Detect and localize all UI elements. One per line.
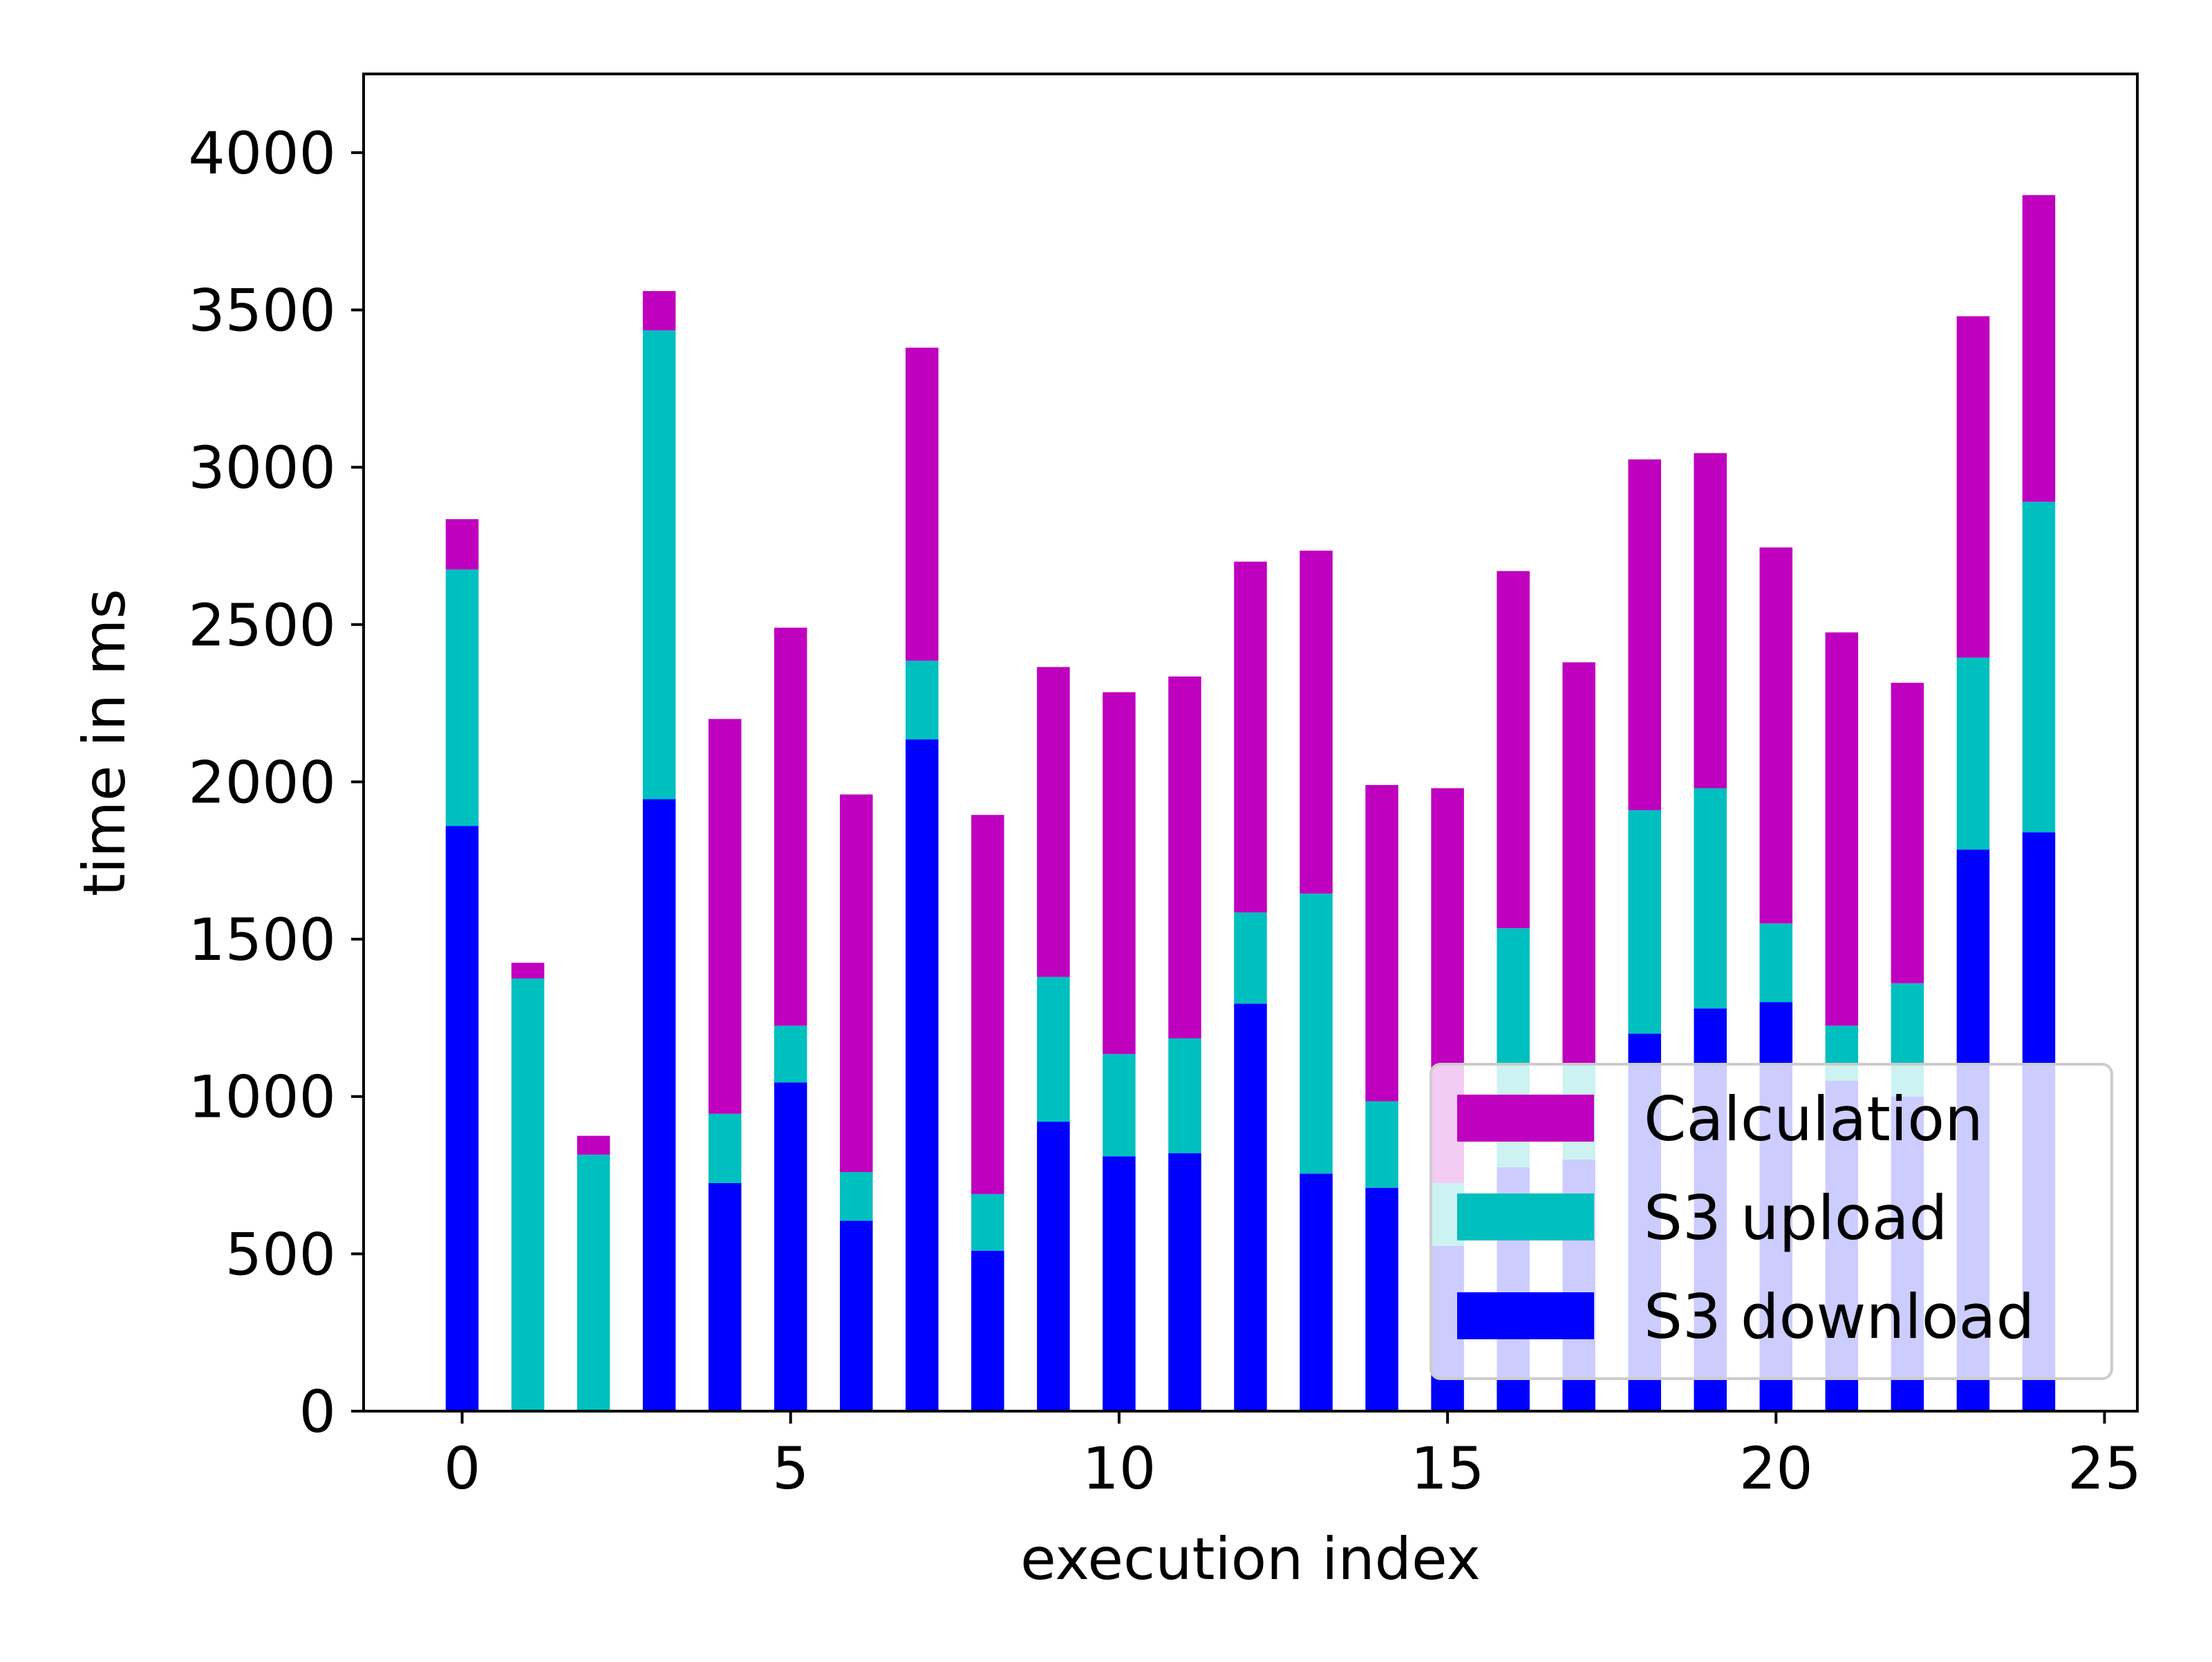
ticks-layer: 0 5 10 15 20 25 0 500 1000 1500 2000 2500 3000 3500 40…	[188, 120, 2141, 1502]
bar-calculation-16	[1497, 571, 1530, 929]
bar-s3-download-3	[642, 799, 676, 1411]
bar-s3-download-9	[1037, 1122, 1070, 1411]
bar-calculation-4	[708, 719, 742, 1114]
y-tick-label: 3500	[188, 276, 336, 344]
bar-s3-upload-13	[1300, 894, 1333, 1174]
bar-calculation-17	[1562, 662, 1595, 1066]
bar-s3-upload-2	[577, 1154, 610, 1411]
bar-calculation-9	[1037, 667, 1070, 977]
bar-calculation-11	[1168, 676, 1201, 1039]
bar-calculation-21	[1825, 632, 1859, 1026]
bar-s3-upload-20	[1759, 923, 1793, 1003]
x-axis-label: execution index	[1020, 1525, 1481, 1593]
bar-calculation-24	[2022, 195, 2056, 502]
plot-frame	[362, 73, 2139, 1413]
bar-s3-download-11	[1168, 1153, 1201, 1411]
bar-calculation-0	[445, 519, 479, 570]
bar-s3-download-5	[774, 1082, 807, 1411]
bar-s3-upload-1	[511, 978, 545, 1411]
bar-calculation-2	[577, 1135, 610, 1155]
legend-frame	[1430, 1063, 2113, 1380]
legend-label-calculation: Calculation	[1644, 1084, 1983, 1155]
x-tick-label: 25	[2068, 1435, 2141, 1502]
bar-s3-download-6	[840, 1220, 873, 1411]
bar-s3-upload-4	[708, 1113, 742, 1183]
legend-swatch-calculation	[1457, 1095, 1594, 1142]
legend-label-s3-upload: S3 upload	[1644, 1182, 1948, 1254]
y-axis-label: time in ms	[71, 589, 138, 896]
bar-s3-upload-23	[1956, 657, 1990, 850]
bar-s3-upload-3	[642, 330, 676, 800]
x-tick-label: 20	[1739, 1435, 1813, 1502]
bar-calculation-10	[1103, 692, 1136, 1055]
x-tick-label: 5	[772, 1435, 809, 1502]
x-tick-label: 10	[1082, 1435, 1156, 1502]
bar-s3-upload-18	[1628, 810, 1661, 1034]
bar-s3-upload-5	[774, 1026, 807, 1083]
bar-calculation-8	[971, 815, 1004, 1194]
bar-s3-upload-24	[2022, 502, 2056, 833]
bar-s3-upload-19	[1694, 788, 1727, 1009]
legend-label-s3-download: S3 download	[1644, 1281, 2034, 1352]
bar-s3-upload-10	[1103, 1054, 1136, 1157]
y-tick-label: 3000	[188, 434, 336, 502]
bar-calculation-7	[906, 348, 939, 661]
bar-s3-upload-0	[445, 569, 479, 827]
bar-calculation-12	[1234, 561, 1267, 913]
bar-calculation-1	[511, 963, 545, 979]
bar-s3-download-14	[1365, 1187, 1398, 1411]
bar-s3-upload-7	[906, 661, 939, 739]
bar-s3-upload-11	[1168, 1038, 1201, 1153]
legend: Calculation S3 upload S3 download	[1430, 1063, 2113, 1380]
bar-calculation-5	[774, 627, 807, 1026]
bar-s3-download-13	[1300, 1173, 1333, 1411]
bar-s3-upload-14	[1365, 1101, 1398, 1188]
bar-calculation-14	[1365, 784, 1398, 1102]
y-tick-label: 2500	[188, 592, 336, 659]
bar-calculation-6	[840, 794, 873, 1172]
bar-s3-download-4	[708, 1182, 742, 1411]
bar-calculation-13	[1300, 550, 1333, 894]
axes-layer	[362, 73, 2139, 1413]
bar-s3-download-0	[445, 826, 479, 1411]
bar-calculation-19	[1694, 453, 1727, 788]
y-tick-label: 1500	[188, 906, 336, 974]
y-tick-label: 500	[225, 1220, 336, 1288]
bar-calculation-18	[1628, 459, 1661, 811]
y-tick-label: 4000	[188, 120, 336, 187]
y-tick-label: 1000	[188, 1064, 336, 1131]
x-tick-label: 15	[1411, 1435, 1485, 1502]
bar-s3-upload-12	[1234, 912, 1267, 1004]
y-tick-label: 2000	[188, 748, 336, 816]
bar-calculation-23	[1956, 316, 1990, 658]
legend-swatch-s3-upload	[1457, 1193, 1594, 1240]
legend-swatch-s3-download	[1457, 1292, 1594, 1339]
bar-s3-download-8	[971, 1250, 1004, 1411]
y-tick-label: 0	[299, 1378, 336, 1446]
bar-s3-upload-9	[1037, 976, 1070, 1122]
bar-s3-download-12	[1234, 1003, 1267, 1411]
bar-s3-upload-6	[840, 1171, 873, 1221]
bar-s3-download-10	[1103, 1156, 1136, 1411]
bar-calculation-22	[1891, 682, 1924, 983]
bar-s3-download-7	[906, 739, 939, 1411]
bar-calculation-20	[1759, 547, 1793, 924]
x-tick-label: 0	[444, 1435, 480, 1502]
bar-s3-upload-8	[971, 1193, 1004, 1251]
bar-calculation-3	[642, 291, 676, 331]
